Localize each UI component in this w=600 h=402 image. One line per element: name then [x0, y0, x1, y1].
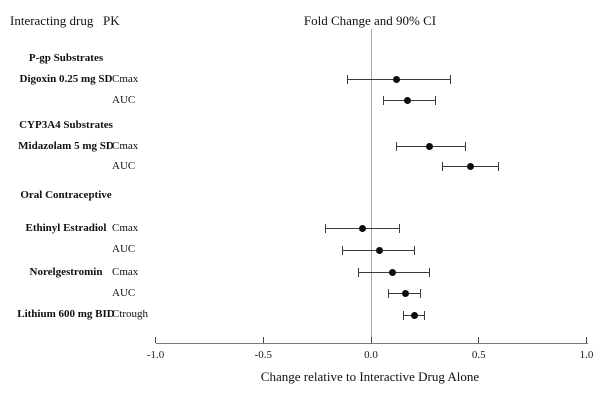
ci-cap-right: [450, 75, 452, 84]
ci-cap-left: [357, 268, 359, 277]
point-estimate-marker: [358, 225, 366, 232]
x-axis-tick: [478, 337, 480, 343]
point-estimate-marker: [376, 246, 384, 254]
ci-cap-left: [346, 75, 348, 84]
drug-label: Lithium 600 mg BID: [17, 308, 115, 320]
group-label: Oral Contraceptive: [20, 189, 112, 201]
point-estimate-marker: [425, 143, 433, 150]
ci-cap-left: [325, 224, 327, 233]
pk-label: AUC: [112, 93, 136, 106]
ci-cap-right: [428, 268, 430, 277]
x-axis-tick-label: 0.0: [364, 349, 378, 361]
zero-reference-line: [370, 29, 372, 343]
pk-label: AUC: [112, 243, 136, 255]
ci-cap-left: [441, 162, 443, 171]
x-axis-tick: [586, 337, 587, 343]
plot-title: Fold Change and 90% CI: [303, 13, 437, 28]
x-axis-line: [155, 343, 588, 344]
x-axis-tick-label: 1.0: [579, 349, 594, 361]
pk-label: Cmax: [112, 139, 139, 152]
group-label: CYP3A4 Substrates: [19, 119, 113, 131]
point-estimate-marker: [410, 311, 418, 319]
point-estimate-marker: [401, 290, 409, 297]
point-estimate-marker: [389, 269, 397, 276]
column-header-pk: PK: [103, 13, 120, 28]
ci-cap-left: [383, 96, 385, 105]
ci-cap-right: [413, 245, 415, 255]
ci-cap-right: [465, 142, 467, 151]
pk-label: Ctrough: [112, 308, 149, 320]
drug-label: Ethinyl Estradiol: [25, 221, 107, 234]
ci-cap-right: [424, 310, 426, 320]
ci-cap-right: [420, 289, 422, 298]
ci-cap-left: [387, 289, 389, 298]
ci-cap-left: [402, 310, 404, 320]
pk-label: Cmax: [112, 265, 139, 278]
x-axis-tick: [155, 337, 156, 343]
x-axis-tick-label: -1.0: [146, 349, 165, 361]
ci-cap-left: [342, 245, 344, 255]
ci-cap-right: [435, 96, 437, 105]
drug-label: Midazolam 5 mg SD: [18, 139, 114, 152]
ci-cap-left: [396, 142, 398, 151]
pk-label: Cmax: [112, 221, 139, 234]
x-axis-title: Change relative to Interactive Drug Alon…: [260, 369, 480, 384]
pk-label: AUC: [112, 286, 136, 299]
x-axis-tick-label: 0.5: [471, 349, 486, 361]
group-label: P-gp Substrates: [28, 52, 104, 64]
x-axis-tick: [262, 337, 264, 343]
point-estimate-marker: [404, 97, 412, 104]
point-estimate-marker: [393, 76, 401, 83]
x-axis-tick: [370, 337, 372, 343]
drug-label: Digoxin 0.25 mg SD: [19, 72, 113, 85]
point-estimate-marker: [466, 163, 474, 170]
x-axis-tick-label: -0.5: [254, 349, 272, 361]
pk-label: AUC: [112, 159, 136, 172]
ci-cap-right: [398, 224, 400, 233]
pk-label: Cmax: [112, 72, 139, 85]
ci-cap-right: [497, 162, 499, 171]
drug-label: Norelgestromin: [29, 265, 103, 278]
column-header-interacting-drug: Interacting drug: [10, 13, 94, 28]
